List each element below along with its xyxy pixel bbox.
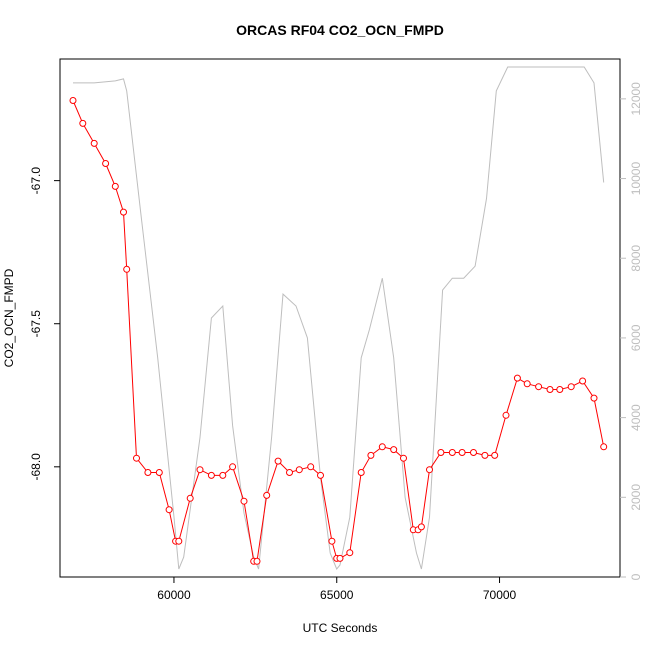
data-point <box>556 386 564 393</box>
data-point <box>336 554 344 562</box>
x-axis-label: UTC Seconds <box>303 621 378 635</box>
data-point <box>426 466 433 474</box>
y-tick-label: -67.0 <box>29 167 43 195</box>
data-point <box>481 451 489 459</box>
y2-tick-label: 10000 <box>629 162 643 196</box>
data-point <box>579 377 587 385</box>
x-tick-label: 60000 <box>157 588 191 602</box>
data-point <box>390 446 398 454</box>
y2-tick-label: 6000 <box>629 324 643 351</box>
chart-title: ORCAS RF04 CO2_OCN_FMPD <box>236 22 444 38</box>
data-point <box>400 454 407 462</box>
secondary-series-line <box>73 66 605 570</box>
data-point <box>546 386 554 393</box>
y-tick-label: -67.5 <box>29 310 43 338</box>
data-point <box>286 469 293 476</box>
y2-tick-label: 8000 <box>629 245 643 272</box>
data-point <box>567 383 575 391</box>
data-point <box>175 537 183 545</box>
data-point <box>111 182 119 190</box>
data-point <box>378 443 386 451</box>
data-point <box>120 208 127 216</box>
data-point <box>69 97 77 104</box>
y-axis-right: 0 2000 4000 6000 8000 10000 12000 <box>620 82 643 580</box>
data-point <box>207 471 215 479</box>
data-point <box>219 471 227 479</box>
data-point <box>600 443 608 451</box>
data-point <box>90 139 98 147</box>
y-axis-label: CO2_OCN_FMPD <box>2 268 16 367</box>
data-point <box>165 506 173 514</box>
data-point <box>357 469 365 476</box>
data-point <box>196 466 204 474</box>
data-point <box>470 449 477 456</box>
y2-tick-label: 4000 <box>629 404 643 431</box>
x-axis: 60000 65000 70000 <box>157 577 517 602</box>
data-point <box>102 160 110 167</box>
data-point <box>133 454 140 462</box>
data-point <box>186 494 194 502</box>
series-secondary <box>73 66 605 570</box>
data-point <box>240 497 248 505</box>
primary-series-line <box>72 100 605 562</box>
x-tick-label: 65000 <box>320 588 354 602</box>
data-point <box>535 383 543 391</box>
y2-tick-label: 2000 <box>629 484 643 511</box>
data-point <box>590 394 598 402</box>
y2-tick-label: 0 <box>629 573 643 580</box>
data-point <box>295 466 303 474</box>
y-axis-left: -67.0 -67.5 -68.0 <box>29 167 60 481</box>
data-point <box>263 491 271 499</box>
data-point <box>229 463 237 471</box>
y-tick-label: -68.0 <box>29 453 43 481</box>
data-point <box>317 471 324 479</box>
series-primary <box>69 97 608 565</box>
data-point <box>437 449 445 456</box>
data-point <box>523 380 531 388</box>
data-point <box>307 463 315 471</box>
data-point <box>155 469 163 476</box>
data-point <box>328 537 336 545</box>
data-point <box>346 549 354 557</box>
data-point <box>79 119 87 127</box>
data-point <box>123 265 131 273</box>
plot-frame <box>59 58 621 578</box>
x-tick-label: 70000 <box>483 588 517 602</box>
data-point <box>274 457 282 465</box>
data-point <box>513 374 521 382</box>
data-point <box>448 449 456 456</box>
y2-tick-label: 12000 <box>629 82 643 116</box>
data-point <box>458 449 466 456</box>
data-point <box>502 411 510 419</box>
data-point <box>491 451 499 459</box>
data-point <box>417 523 425 531</box>
data-point <box>367 451 375 459</box>
data-point <box>144 469 152 476</box>
data-point <box>253 557 261 565</box>
